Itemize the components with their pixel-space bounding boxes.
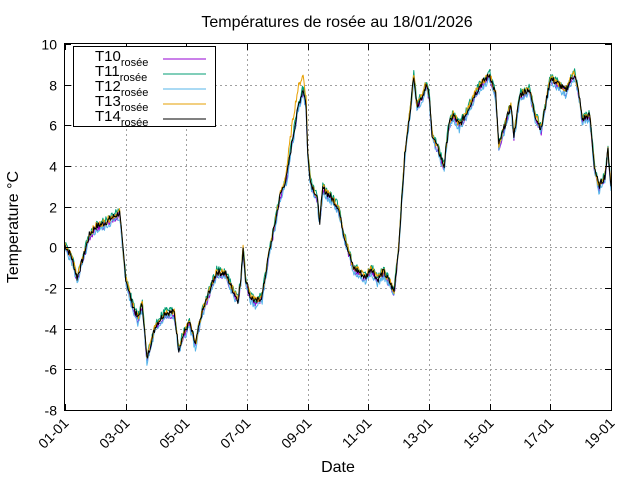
legend-label-t12: T12rosée [95,78,148,99]
y-tick-label: 8 [49,78,57,94]
y-tick-label: -2 [45,281,58,297]
legend-series-subscript: rosée [120,72,148,84]
plot-series [64,68,612,366]
legend-series-subscript: rosée [121,102,149,114]
legend-series-subscript: rosée [121,87,149,99]
y-tick-label: -4 [45,322,58,338]
y-tick-label: 4 [49,159,57,175]
legend-label-t10: T10rosée [95,48,148,69]
series-line-t14 [64,73,612,359]
legend-label-t13: T13rosée [95,93,148,114]
legend-series-name: T11 [95,63,120,80]
legend-series-name: T12 [95,78,121,95]
legend-series-name: T14 [95,108,121,125]
y-tick-label: 6 [49,118,57,134]
legend-label-t14: T14rosée [95,108,148,129]
y-tick-label: -8 [45,403,58,419]
legend-series-name: T13 [95,93,121,110]
legend-series-name: T10 [95,48,121,65]
y-tick-label: 2 [49,200,57,216]
legend-box [73,46,216,127]
y-axis-label: Temperature °C [5,171,22,283]
y-tick-label: 0 [49,240,57,256]
legend-series-subscript: rosée [121,117,149,129]
y-tick-label: -6 [45,362,58,378]
legend-label-t11: T11rosée [95,63,147,84]
plot-frame [64,43,612,411]
x-axis-label: Date [321,459,355,476]
y-tick-label: 10 [41,37,57,53]
chart-title: Températures de rosée au 18/01/2026 [201,14,472,31]
legend-series-subscript: rosée [121,57,149,69]
